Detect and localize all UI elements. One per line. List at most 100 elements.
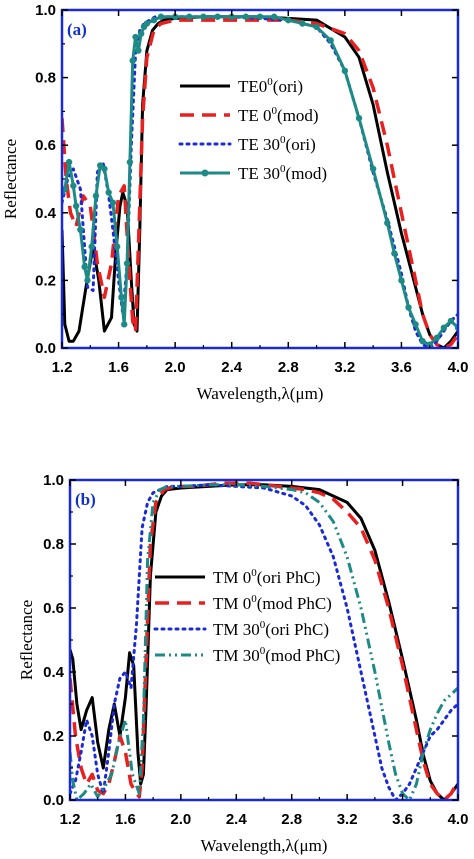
legend-label-3: TE 300(ori) — [238, 134, 316, 154]
y-tick-label: 0.8 — [43, 536, 64, 553]
x-tick-label: 2.0 — [165, 359, 186, 376]
x-axis-title: Wavelength,λ(μm) — [197, 384, 324, 403]
series-marker — [132, 33, 139, 41]
legend-label-2: TE 00(mod) — [238, 105, 319, 125]
y-tick-label: 0.4 — [43, 664, 65, 681]
legend-label-sup: 0 — [251, 593, 257, 605]
series-marker — [65, 158, 73, 166]
series-marker — [440, 324, 448, 331]
series-marker — [433, 334, 440, 342]
x-tick-label: 2.0 — [170, 811, 191, 828]
series-marker — [126, 158, 134, 166]
series-marker — [171, 13, 179, 20]
x-tick-label: 1.6 — [108, 359, 129, 376]
legend-label-1: TE00(ori) — [238, 76, 303, 96]
y-tick-label: 0.4 — [35, 205, 57, 222]
x-tick-label: 3.6 — [391, 359, 412, 376]
legend-label-main: TE 30 — [238, 164, 280, 183]
series-marker — [405, 304, 412, 311]
series-marker — [129, 57, 136, 64]
series-marker — [355, 114, 363, 122]
y-tick-label: 0.2 — [43, 728, 64, 745]
legend-label-3: TM 300(ori PhC) — [213, 619, 329, 639]
series-marker — [109, 199, 117, 206]
series-marker — [88, 243, 95, 250]
y-axis-title: Reflectance — [1, 139, 20, 219]
series-marker — [186, 13, 193, 20]
series-marker — [228, 13, 235, 20]
x-tick-label: 3.2 — [337, 811, 358, 828]
y-tick-label: 1.0 — [35, 2, 56, 19]
panel-label: (b) — [75, 490, 96, 509]
legend-label-sup: 0 — [272, 105, 278, 117]
x-tick-label: 1.6 — [115, 811, 136, 828]
series-marker — [426, 341, 433, 348]
x-tick-label: 4.0 — [448, 359, 469, 376]
legend-label-main: TE 0 — [238, 106, 272, 125]
legend-label-1: TM 00(ori PhC) — [213, 567, 321, 587]
series-marker — [313, 23, 320, 31]
series-marker — [369, 165, 377, 173]
legend-label-main: TE 30 — [238, 135, 280, 154]
legend-label-sup: 0 — [280, 134, 286, 146]
series-marker — [419, 338, 426, 345]
series-line-1 — [70, 483, 458, 800]
series-marker — [62, 185, 69, 193]
series-line-1 — [62, 15, 458, 348]
series-marker — [384, 219, 391, 227]
series-marker — [242, 13, 250, 20]
x-tick-label: 3.6 — [392, 811, 413, 828]
series-marker — [391, 250, 398, 257]
y-tick-label: 0.8 — [35, 70, 56, 87]
legend-label-tail: (ori) — [273, 77, 303, 96]
legend-label-tail: (mod PhC) — [265, 646, 340, 665]
x-tick-label: 3.2 — [334, 359, 355, 376]
x-tick-label: 2.8 — [281, 811, 302, 828]
legend-label-tail: (ori PhC) — [265, 620, 329, 639]
legend-label-sup: 0 — [280, 163, 286, 175]
legend-label-main: TM 0 — [213, 594, 251, 613]
legend-label-sup: 0 — [260, 645, 266, 657]
series-marker — [138, 30, 145, 37]
legend-label-tail: (mod PhC) — [257, 594, 332, 613]
y-tick-label: 0.0 — [43, 792, 64, 809]
series-marker — [299, 20, 306, 27]
legend-label-tail: (mod) — [277, 106, 319, 125]
series-marker — [214, 13, 221, 20]
series-marker — [105, 189, 112, 196]
series-marker — [70, 182, 77, 189]
y-tick-label: 0.2 — [35, 272, 56, 289]
legend-label-main: TM 30 — [213, 620, 260, 639]
series-marker — [123, 260, 131, 267]
y-tick-label: 1.0 — [43, 472, 64, 489]
series-marker — [270, 13, 278, 20]
y-axis-title: Reflectance — [17, 600, 36, 680]
legend-label-tail: (mod) — [286, 164, 328, 183]
series-marker — [113, 243, 121, 250]
panel-label: (a) — [67, 20, 87, 39]
legend-marker — [201, 169, 209, 177]
legend-label-sup: 0 — [267, 76, 273, 88]
legend-label-4: TE 300(mod) — [238, 163, 327, 183]
y-tick-label: 0.6 — [43, 600, 64, 617]
legend-label-sup: 0 — [251, 567, 257, 579]
series-marker — [412, 321, 419, 328]
legend-label-sup: 0 — [260, 619, 266, 631]
legend-label-main: TE0 — [238, 77, 267, 96]
chart-panel-b: 1.2 1.6 2.0 2.4 2.8 3.2 3.6 4.0 0.0 0.2 0.4 0.6 0.8 1… — [17, 472, 468, 855]
series-marker — [121, 321, 128, 328]
series-marker — [285, 16, 292, 24]
plot-frame — [68, 478, 460, 802]
series-marker — [143, 20, 151, 27]
series-marker — [200, 13, 207, 20]
series-marker — [118, 294, 125, 301]
x-tick-label: 2.4 — [226, 811, 248, 828]
series-marker — [101, 165, 108, 173]
series-marker — [150, 16, 158, 24]
series-marker — [341, 67, 349, 75]
series-marker — [157, 13, 165, 20]
series-marker — [327, 37, 334, 44]
x-tick-label: 4.0 — [448, 811, 469, 828]
legend-label-main: TM 0 — [213, 568, 251, 587]
